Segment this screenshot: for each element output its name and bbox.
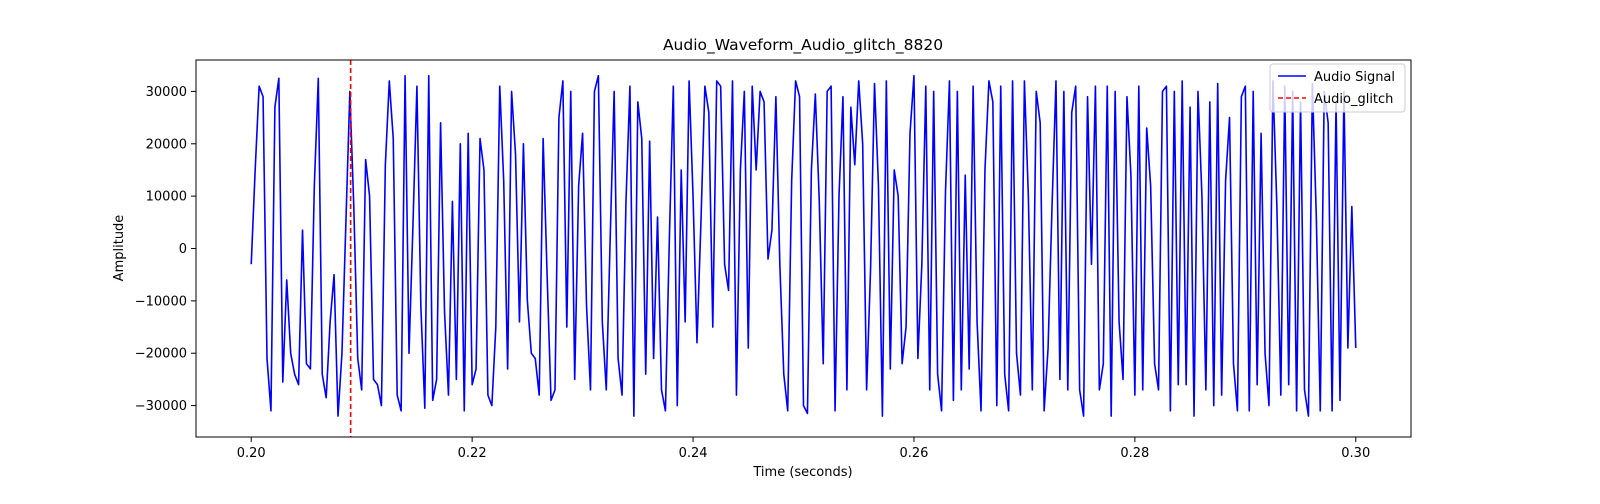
x-tick-label: 0.26 — [899, 446, 928, 461]
y-axis-ticks: −30000 −20000 −10000 0 10000 20000 30000 — [135, 85, 196, 414]
series-line-audio-signal — [250, 74, 1357, 417]
y-tick-label: 10000 — [146, 190, 187, 205]
x-axis-ticks: 0.20 0.22 0.24 0.26 0.28 0.30 — [237, 437, 1370, 461]
x-tick-label: 0.20 — [237, 446, 266, 461]
x-tick-label: 0.28 — [1120, 446, 1149, 461]
x-tick-label: 0.22 — [458, 446, 487, 461]
x-axis-label: Time (seconds) — [752, 465, 852, 480]
y-tick-label: −30000 — [135, 399, 187, 414]
chart-title: Audio_Waveform_Audio_glitch_8820 — [663, 36, 943, 55]
y-tick-label: 0 — [179, 242, 187, 257]
y-tick-label: 30000 — [146, 85, 187, 100]
x-tick-label: 0.30 — [1341, 446, 1370, 461]
legend: Audio Signal Audio_glitch — [1269, 63, 1406, 113]
y-tick-label: −20000 — [135, 347, 187, 362]
y-tick-label: 20000 — [146, 137, 187, 152]
y-axis-label: Amplitude — [112, 215, 127, 282]
legend-label-audio-glitch: Audio_glitch — [1314, 92, 1393, 107]
x-tick-label: 0.24 — [679, 446, 708, 461]
y-tick-label: −10000 — [135, 294, 187, 309]
legend-label-audio-signal: Audio Signal — [1314, 70, 1395, 85]
